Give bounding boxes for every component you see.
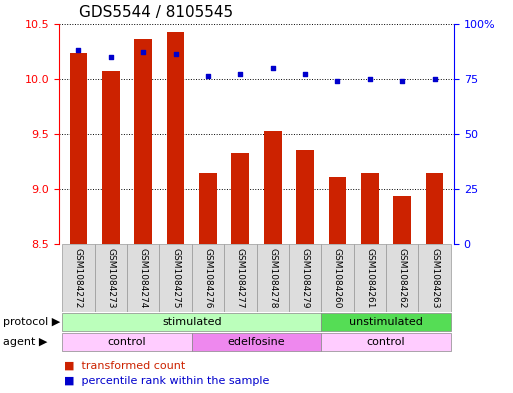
Text: edelfosine: edelfosine [228, 337, 285, 347]
Point [236, 71, 244, 77]
Bar [264, 131, 282, 244]
Point [301, 71, 309, 77]
Point [269, 64, 277, 71]
Bar [419, 244, 451, 312]
Bar [160, 244, 192, 312]
Bar [289, 244, 321, 312]
Text: GSM1084273: GSM1084273 [106, 248, 115, 308]
Text: unstimulated: unstimulated [349, 317, 423, 327]
Bar [296, 150, 314, 244]
Point [139, 49, 147, 55]
Bar [328, 176, 346, 244]
Bar [62, 244, 94, 312]
Bar [94, 244, 127, 312]
Bar [62, 333, 192, 351]
Text: protocol ▶: protocol ▶ [3, 317, 60, 327]
Point [107, 53, 115, 60]
Text: GSM1084263: GSM1084263 [430, 248, 439, 308]
Bar [321, 314, 451, 331]
Text: ■  percentile rank within the sample: ■ percentile rank within the sample [64, 376, 269, 386]
Bar [353, 244, 386, 312]
Bar [134, 39, 152, 244]
Bar [102, 71, 120, 244]
Text: ■  transformed count: ■ transformed count [64, 360, 185, 371]
Text: GSM1084277: GSM1084277 [236, 248, 245, 308]
Bar [224, 244, 256, 312]
Bar [167, 32, 185, 244]
Point [430, 75, 439, 82]
Bar [231, 153, 249, 244]
Text: agent ▶: agent ▶ [3, 337, 47, 347]
Text: GSM1084261: GSM1084261 [365, 248, 374, 308]
Bar [70, 53, 87, 244]
Bar [199, 173, 217, 244]
Text: GSM1084262: GSM1084262 [398, 248, 407, 308]
Point [171, 51, 180, 57]
Text: stimulated: stimulated [162, 317, 222, 327]
Text: GSM1084274: GSM1084274 [139, 248, 148, 308]
Bar [321, 244, 353, 312]
Bar [361, 173, 379, 244]
Bar [386, 244, 419, 312]
Text: GSM1084276: GSM1084276 [204, 248, 212, 308]
Point [398, 78, 406, 84]
Point [366, 75, 374, 82]
Bar [321, 333, 451, 351]
Point [204, 73, 212, 79]
Point [333, 78, 342, 84]
Bar [393, 196, 411, 244]
Text: GSM1084275: GSM1084275 [171, 248, 180, 308]
Text: GDS5544 / 8105545: GDS5544 / 8105545 [79, 5, 233, 20]
Text: control: control [108, 337, 146, 347]
Text: GSM1084278: GSM1084278 [268, 248, 277, 308]
Text: control: control [367, 337, 405, 347]
Point [74, 47, 83, 53]
Bar [62, 314, 321, 331]
Text: GSM1084279: GSM1084279 [301, 248, 309, 308]
Bar [256, 244, 289, 312]
Bar [426, 173, 443, 244]
Text: GSM1084272: GSM1084272 [74, 248, 83, 308]
Bar [127, 244, 160, 312]
Bar [192, 333, 321, 351]
Bar [192, 244, 224, 312]
Text: GSM1084260: GSM1084260 [333, 248, 342, 308]
